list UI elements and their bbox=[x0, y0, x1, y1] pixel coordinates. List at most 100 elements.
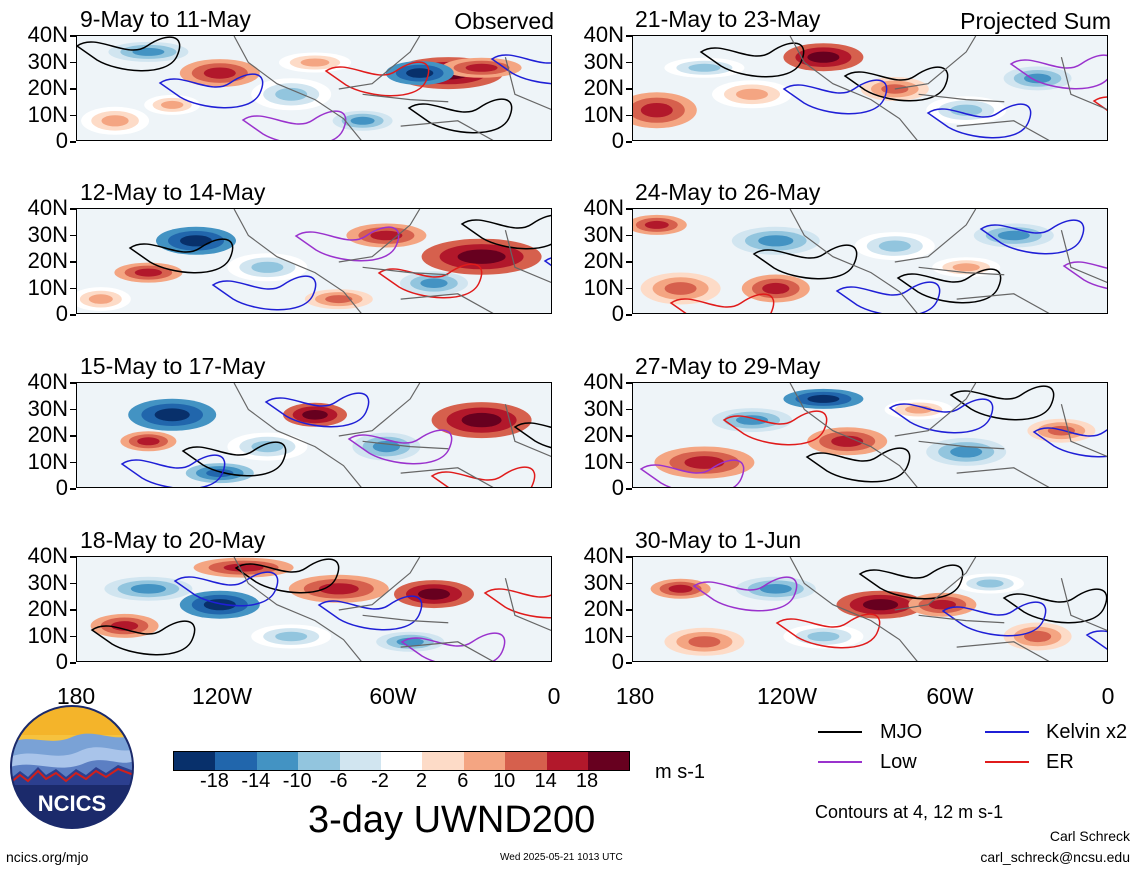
anomaly-shading bbox=[418, 588, 450, 600]
y-tick-label: 30N bbox=[27, 48, 68, 74]
anomaly-shading bbox=[1024, 630, 1052, 643]
anomaly-shading bbox=[862, 599, 899, 611]
y-tick-mark bbox=[626, 435, 632, 437]
y-tick-mark bbox=[70, 208, 76, 210]
anomaly-shading bbox=[154, 408, 190, 422]
anomaly-shading bbox=[997, 230, 1030, 241]
y-tick-mark bbox=[626, 35, 632, 37]
x-tick-label: 0 bbox=[547, 683, 561, 709]
coastline bbox=[789, 209, 1107, 313]
filter-contour bbox=[317, 595, 423, 631]
y-tick-label: 30N bbox=[583, 221, 624, 247]
colorbar-tick-label: -18 bbox=[199, 770, 229, 792]
colorbar-swatch bbox=[215, 752, 257, 770]
map-canvas bbox=[77, 36, 551, 140]
y-tick-mark bbox=[626, 488, 632, 490]
anomaly-shading bbox=[640, 103, 673, 118]
filter-contour bbox=[1002, 588, 1107, 624]
y-tick-label: 40N bbox=[583, 22, 624, 47]
y-tick-mark bbox=[70, 261, 76, 263]
colorbar-tick-label: -2 bbox=[371, 770, 389, 792]
y-tick-mark bbox=[70, 35, 76, 37]
y-tick-mark bbox=[626, 461, 632, 463]
filter-contour bbox=[722, 410, 828, 446]
map-panel bbox=[76, 556, 552, 662]
y-tick-label: 10N bbox=[27, 274, 68, 300]
filter-contour bbox=[639, 459, 745, 487]
filter-contour bbox=[949, 385, 1055, 421]
anomaly-shading bbox=[688, 63, 721, 72]
filter-contour bbox=[1009, 54, 1107, 90]
y-tick-label: 20N bbox=[27, 75, 68, 100]
y-tick-label: 0 bbox=[611, 475, 624, 500]
filter-contour bbox=[483, 588, 551, 619]
map-panel bbox=[632, 35, 1108, 141]
y-tick-mark bbox=[70, 461, 76, 463]
panel-title: 9-May to 11-May bbox=[80, 6, 251, 32]
y-tick-label: 40N bbox=[583, 195, 624, 220]
anomaly-shading bbox=[251, 441, 284, 453]
anomaly-shading bbox=[350, 116, 375, 125]
panel-title: 24-May to 26-May bbox=[635, 179, 821, 205]
anomaly-shading bbox=[831, 435, 864, 447]
filter-contour bbox=[120, 454, 226, 487]
y-tick-label: 40N bbox=[27, 22, 68, 47]
map-canvas bbox=[77, 209, 551, 313]
y-tick-label: 40N bbox=[583, 369, 624, 394]
anomaly-shading bbox=[372, 441, 400, 453]
x-tick-label: 60W bbox=[926, 683, 974, 709]
map-canvas bbox=[633, 36, 1107, 140]
anomaly-shading bbox=[132, 47, 165, 56]
filter-contour bbox=[692, 576, 798, 612]
anomaly-shading bbox=[457, 249, 506, 264]
footer-url[interactable]: ncics.org/mjo bbox=[6, 849, 89, 865]
colorbar-swatch bbox=[505, 752, 547, 770]
anomaly-shading bbox=[203, 67, 236, 79]
colorbar-tick-label: 18 bbox=[575, 770, 599, 792]
y-tick-mark bbox=[70, 314, 76, 316]
filter-contour bbox=[128, 238, 234, 274]
anomaly-shading bbox=[406, 68, 434, 78]
filter-contour bbox=[835, 281, 941, 313]
y-tick-mark bbox=[626, 556, 632, 558]
colorbar-tick-label: 10 bbox=[493, 770, 516, 792]
anomaly-shading bbox=[251, 261, 284, 273]
filter-contour bbox=[90, 620, 196, 656]
coastline bbox=[789, 557, 1107, 661]
panel-title: 18-May to 20-May bbox=[80, 527, 266, 553]
y-tick-label: 0 bbox=[55, 649, 68, 674]
y-tick-mark bbox=[70, 609, 76, 611]
y-tick-label: 10N bbox=[583, 274, 624, 300]
anomaly-shading bbox=[668, 584, 693, 593]
anomaly-shading bbox=[420, 278, 448, 288]
colorbar-swatch bbox=[463, 752, 506, 770]
y-tick-mark bbox=[626, 609, 632, 611]
anomaly-shading bbox=[325, 295, 353, 304]
legend-swatch-mjo bbox=[818, 731, 862, 733]
y-tick-label: 30N bbox=[27, 569, 68, 595]
y-tick-mark bbox=[626, 208, 632, 210]
colorbar-units: m s-1 bbox=[655, 761, 705, 783]
panel-title: 21-May to 23-May bbox=[635, 6, 821, 32]
logo-text: NCICS bbox=[38, 791, 106, 816]
coastline bbox=[789, 383, 1107, 487]
y-tick-label: 20N bbox=[27, 422, 68, 447]
y-tick-mark bbox=[70, 88, 76, 90]
colorbar-tick-label: 14 bbox=[534, 770, 557, 792]
anomaly-shading bbox=[976, 579, 1004, 588]
filter-contour bbox=[173, 571, 279, 607]
y-tick-mark bbox=[70, 114, 76, 116]
y-tick-mark bbox=[626, 114, 632, 116]
anomaly-shading bbox=[952, 263, 980, 272]
y-tick-mark bbox=[70, 382, 76, 384]
legend-label-kelvin: Kelvin x2 bbox=[1046, 721, 1128, 743]
colorbar-swatch bbox=[546, 752, 588, 770]
filter-contour bbox=[775, 613, 881, 649]
y-tick-mark bbox=[70, 488, 76, 490]
footer-email[interactable]: carl_schreck@ncsu.edu bbox=[980, 849, 1130, 865]
colorbar-swatch bbox=[256, 752, 299, 770]
y-tick-label: 0 bbox=[611, 649, 624, 674]
filter-contour bbox=[805, 447, 911, 483]
filter-contour bbox=[400, 632, 506, 661]
coastline bbox=[233, 383, 551, 487]
